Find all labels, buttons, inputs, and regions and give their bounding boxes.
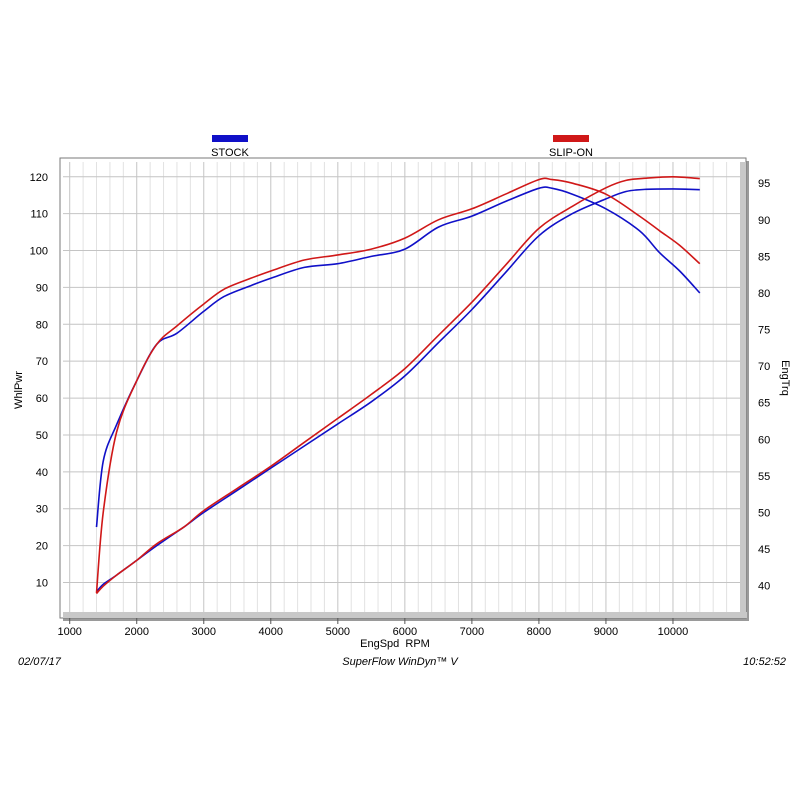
x-axis-strip [63,612,747,618]
x-axis-title: EngSpd RPM [360,638,430,650]
y2-tick-label: 50 [758,507,770,519]
y-tick-label: 30 [36,504,48,516]
y2-tick-label: 70 [758,361,770,373]
legend-label-slip-on: SLIP-ON [549,147,593,159]
x-tick-label: 7000 [460,626,484,638]
x-tick-label: 4000 [259,626,283,638]
footer-time: 10:52:52 [743,656,786,668]
y2-tick-label: 55 [758,471,770,483]
torque-line-slip-on [95,177,701,594]
legend-swatch-stock [212,135,248,142]
x-tick-label: 10000 [658,626,689,638]
y2-tick-label: 75 [758,325,770,337]
tick-labels: 1000 2000 3000 4000 5000 6000 7000 8000 9000 1000… [30,172,771,638]
legend-swatch-slip-on [553,135,589,142]
x-tick-label: 2000 [124,626,148,638]
y-tick-label: 20 [36,541,48,553]
y-tick-label: 90 [36,282,48,294]
y2-tick-label: 60 [758,434,770,446]
y-tick-label: 80 [36,319,48,331]
y-tick-label: 40 [36,467,48,479]
footer-date: 02/07/17 [18,656,62,668]
y2-tick-label: 65 [758,398,770,410]
y2-axis-strip [740,162,746,618]
y2-tick-label: 45 [758,544,770,556]
y-tick-label: 120 [30,172,48,184]
y-tick-label: 60 [36,393,48,405]
footer-software: SuperFlow WinDyn™ V [342,656,459,668]
legend: STOCK SLIP-ON [211,135,593,159]
grid [63,162,740,612]
y-tick-label: 10 [36,577,48,589]
x-tick-label: 8000 [527,626,551,638]
x-tick-label: 5000 [326,626,350,638]
y-tick-label: 110 [30,209,48,221]
y-axis-title: WhlPwr [13,371,25,409]
y2-axis-title: EngTrq [779,360,791,396]
x-tick-label: 6000 [393,626,417,638]
y2-tick-label: 95 [758,178,770,190]
power-line-stock [95,188,700,593]
y-tick-label: 100 [30,246,48,258]
x-tick-label: 9000 [594,626,618,638]
series-layer [95,175,701,595]
power-line-slip-on [95,175,700,595]
y-tick-label: 70 [36,356,48,368]
x-tick-label: 1000 [57,626,81,638]
y2-tick-label: 40 [758,581,770,593]
plot-area [59,157,747,619]
x-tick-label: 3000 [192,626,216,638]
y2-tick-label: 85 [758,251,770,263]
y2-tick-label: 80 [758,288,770,300]
legend-label-stock: STOCK [211,147,249,159]
y-tick-label: 50 [36,430,48,442]
y2-tick-label: 90 [758,215,770,227]
